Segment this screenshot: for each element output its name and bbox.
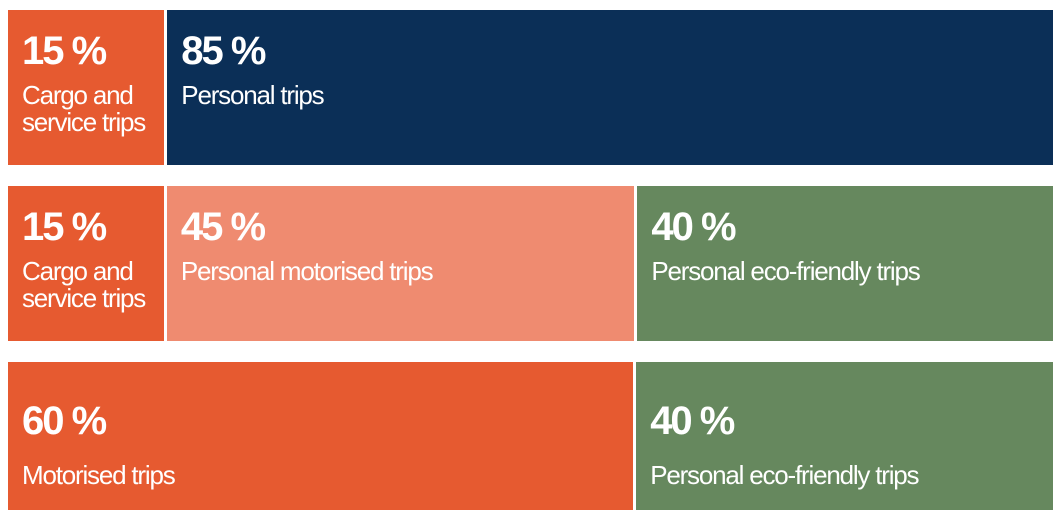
segment-label: Personal eco-friendly trips: [650, 460, 919, 490]
bar-segment: 60 % Motorised trips: [8, 362, 634, 510]
segment-label: Cargo and service trips: [22, 256, 146, 313]
bar-segment: 40 % Personal eco-friendly trips: [636, 362, 1053, 510]
value-label: 15 %: [22, 205, 107, 249]
value-label: 15 %: [22, 29, 107, 73]
value-label: 45 %: [180, 205, 266, 249]
bar-row: 15 % Cargo and service trips 85 % Personal …: [8, 10, 1053, 165]
segment-label: Motorised trips: [22, 460, 176, 490]
value-label: 40 %: [651, 205, 736, 249]
bar-segment: 15 % Cargo and service trips: [8, 186, 164, 341]
segment-label: Personal trips: [181, 80, 324, 110]
value-label: 60 %: [22, 399, 107, 443]
segment-label: Cargo and service trips: [22, 80, 146, 137]
bar-row: 60 % Motorised trips 40 % Personal eco-frie…: [8, 362, 1053, 510]
bar-segment: 45 % Personal motorised trips: [166, 186, 635, 341]
bar-segment: 85 % Personal trips: [167, 10, 1053, 165]
bar-segment: 15 % Cargo and service trips: [8, 10, 165, 165]
value-label: 85 %: [181, 29, 266, 73]
bar-row: 15 % Cargo and service trips 45 % Personal …: [8, 186, 1053, 341]
segment-label: Personal eco-friendly trips: [651, 256, 920, 286]
segment-label: Personal motorised trips: [180, 256, 434, 286]
value-label: 40 %: [650, 399, 735, 443]
bar-segment: 40 % Personal eco-friendly trips: [637, 186, 1053, 341]
